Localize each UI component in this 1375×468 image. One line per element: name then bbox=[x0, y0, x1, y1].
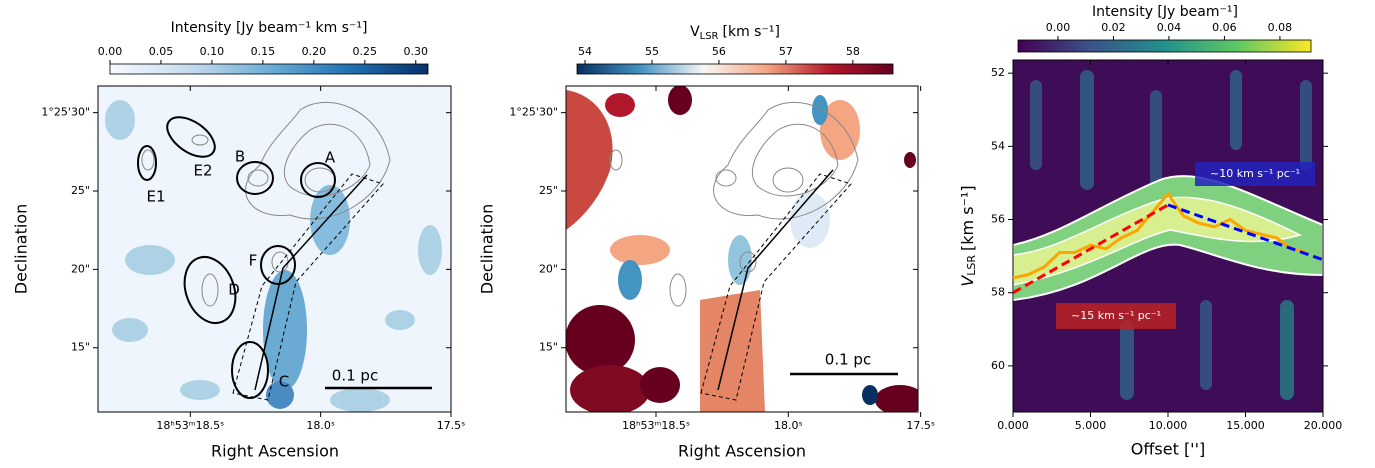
x-tick-label: 5.000 bbox=[1075, 419, 1107, 432]
colorbar-tick-label: 55 bbox=[645, 45, 659, 58]
filament-box bbox=[232, 173, 384, 401]
colorbar-tick-label: 0.08 bbox=[1268, 21, 1293, 34]
y-tick-label: 20" bbox=[71, 262, 90, 275]
colorbar-label: VLSR [km s⁻¹] bbox=[690, 24, 780, 42]
colorbar-tick-label: 0.00 bbox=[1046, 21, 1071, 34]
series-line bbox=[1012, 203, 1169, 295]
pv-emission bbox=[1030, 70, 1312, 400]
source-label: F bbox=[249, 252, 258, 270]
colorbar-tick-label: 56 bbox=[712, 45, 726, 58]
colorbar-label: Intensity [Jy beam⁻¹] bbox=[1092, 4, 1238, 20]
unit: [km s⁻¹] bbox=[723, 24, 780, 40]
x-tick-label: 17.5ˢ bbox=[906, 419, 935, 432]
scalebar-label: 0.1 pc bbox=[332, 367, 378, 385]
axes-frame bbox=[97, 85, 452, 413]
colorbar-tick-label: 57 bbox=[779, 45, 793, 58]
x-axis-label: Offset [''] bbox=[1131, 440, 1205, 459]
subscript: LSR bbox=[965, 255, 978, 276]
colorbar-label: Intensity [Jy beam⁻¹ km s⁻¹] bbox=[171, 20, 368, 36]
x-tick-label: 18.0ˢ bbox=[774, 419, 803, 432]
y-tick-label: 15" bbox=[539, 341, 558, 354]
y-tick-label: 15" bbox=[71, 341, 90, 354]
velocity-field bbox=[566, 86, 918, 412]
colorbar-tick-label: 0.00 bbox=[98, 45, 123, 58]
x-tick-label: 18.0ˢ bbox=[306, 419, 335, 432]
colorbar-tick-label: 54 bbox=[578, 45, 592, 58]
y-tick-label: 56 bbox=[991, 213, 1005, 226]
source-label: E1 bbox=[146, 188, 165, 206]
intensity-map bbox=[98, 86, 451, 412]
x-tick-label: 18ʰ53ᵐ18.5ˢ bbox=[156, 419, 224, 432]
annotation-box bbox=[1195, 162, 1315, 186]
y-tick-label: 25" bbox=[539, 184, 558, 197]
series-line bbox=[1012, 191, 1308, 280]
colorbar bbox=[109, 63, 429, 75]
symbol: V bbox=[690, 24, 700, 40]
x-tick-label: 15.000 bbox=[1226, 419, 1265, 432]
x-axis-label: Right Ascension bbox=[678, 442, 806, 461]
y-tick-label: 60 bbox=[991, 359, 1005, 372]
annotation: ~15 km s⁻¹ pc⁻¹ bbox=[1071, 309, 1161, 322]
y-tick-label: 58 bbox=[991, 286, 1005, 299]
emission bbox=[105, 100, 442, 412]
colorbar-tick-label: 0.06 bbox=[1212, 21, 1237, 34]
y-tick-label: 52 bbox=[991, 66, 1005, 79]
colorbar-tick-label: 0.15 bbox=[251, 45, 276, 58]
colorbar-tick-label: 0.30 bbox=[404, 45, 429, 58]
x-tick-label: 0.000 bbox=[997, 419, 1029, 432]
x-tick-label: 20.000 bbox=[1304, 419, 1343, 432]
velocity-map bbox=[566, 86, 918, 412]
y-axis-label: Declination bbox=[478, 204, 497, 294]
y-axis-label: Declination bbox=[12, 204, 31, 294]
contours bbox=[609, 101, 859, 307]
colorbar-tick-label: 0.25 bbox=[353, 45, 378, 58]
source-label: D bbox=[228, 281, 240, 299]
colorbar bbox=[576, 63, 894, 75]
source-label: E2 bbox=[193, 162, 212, 180]
contours bbox=[141, 101, 391, 307]
source-label: B bbox=[235, 148, 245, 166]
colorbar-tick-label: 0.04 bbox=[1157, 21, 1182, 34]
source-label: C bbox=[279, 373, 289, 391]
y-tick-label: 20" bbox=[539, 262, 558, 275]
annotation: ~10 km s⁻¹ pc⁻¹ bbox=[1210, 167, 1300, 180]
filament-spine bbox=[254, 174, 368, 391]
colorbar bbox=[1017, 39, 1312, 53]
y-tick-label: 25" bbox=[71, 184, 90, 197]
colorbar-tick-label: 0.02 bbox=[1101, 21, 1126, 34]
filament-spine bbox=[717, 169, 834, 391]
x-tick-label: 17.5ˢ bbox=[437, 419, 466, 432]
x-tick-label: 10.000 bbox=[1149, 419, 1188, 432]
colorbar-tick-label: 0.05 bbox=[149, 45, 174, 58]
colorbar-tick-label: 58 bbox=[846, 45, 860, 58]
source-label: A bbox=[325, 149, 336, 167]
symbol: V bbox=[958, 275, 977, 287]
scalebar-label: 0.1 pc bbox=[825, 351, 871, 369]
x-tick-label: 18ʰ53ᵐ18.5ˢ bbox=[622, 419, 690, 432]
x-axis-label: Right Ascension bbox=[211, 442, 339, 461]
pv-diagram bbox=[1013, 60, 1323, 412]
y-axis-label: VLSR [km s⁻¹] bbox=[958, 185, 979, 286]
sources bbox=[137, 116, 336, 399]
colorbar-tick-label: 0.20 bbox=[302, 45, 327, 58]
filament-box bbox=[700, 173, 852, 401]
subscript: LSR bbox=[700, 31, 719, 42]
pv-contour bbox=[1013, 175, 1323, 302]
unit: [km s⁻¹] bbox=[958, 185, 977, 251]
colorbar-tick-label: 0.10 bbox=[200, 45, 225, 58]
y-tick-label: 1°25'30" bbox=[509, 106, 558, 119]
y-tick-label: 54 bbox=[991, 139, 1005, 152]
y-tick-label: 1°25'30" bbox=[41, 106, 90, 119]
axes-frame bbox=[565, 85, 919, 413]
annotation-box bbox=[1056, 303, 1176, 329]
